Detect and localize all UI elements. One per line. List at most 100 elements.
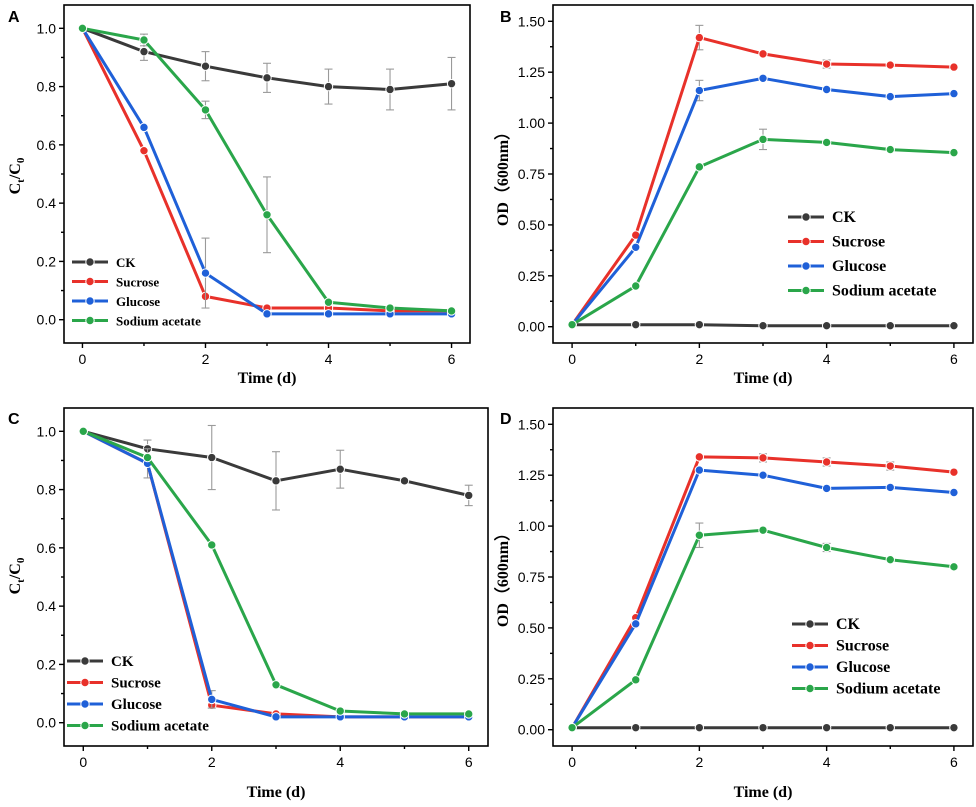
x-tick-label: 4 (336, 754, 344, 770)
data-point-sucrose (885, 60, 895, 70)
data-point-glucose (694, 85, 705, 96)
x-axis-label: Time (d) (734, 370, 793, 387)
y-tick-label: 0.75 (518, 166, 545, 182)
legend-marker-sodium-acetate (801, 285, 811, 296)
data-point-ck (323, 81, 334, 92)
legend-marker-sodium-acetate (80, 720, 90, 731)
data-point-ck (885, 722, 895, 733)
legend-marker-ck (80, 656, 90, 666)
y-tick-label: 0.8 (37, 482, 57, 498)
y-axis-label: Ct/C0 (7, 157, 27, 194)
y-tick-label: 0.2 (37, 656, 57, 672)
legend-label-glucose: Glucose (111, 697, 162, 713)
data-point-ck (631, 722, 641, 733)
data-point-sodium-acetate (139, 35, 149, 45)
legend: CK Sucrose Glucose Sodium acetate (72, 255, 201, 329)
data-point-sodium-acetate (335, 706, 345, 716)
data-point-sodium-acetate (207, 540, 217, 550)
y-tick-label: 0.0 (37, 312, 57, 328)
y-tick-label: 0.4 (37, 195, 57, 211)
chart-panel-c: C 0 2 4 6 0.0 0.2 0.4 0.6 0.8 1.0 Time (d) Ct/C0 CK Su… (7, 407, 489, 801)
data-point-ck (885, 320, 895, 331)
data-point-sodium-acetate (694, 162, 705, 172)
chart-panel-d: D 0 2 4 6 0.00 0.25 0.50 0.75 1.00 1.25 1.50 Time (d… (494, 407, 974, 801)
series-sodium-acetate (567, 522, 959, 733)
legend-marker-sucrose (801, 236, 811, 247)
data-point-glucose (758, 73, 768, 84)
data-point-sodium-acetate (885, 144, 895, 155)
data-point-sodium-acetate (758, 525, 768, 535)
data-point-glucose (631, 619, 641, 629)
y-tick-label: 1.50 (518, 13, 545, 29)
chart-panel-a: A 0 2 4 6 0.0 0.2 0.4 0.6 0.8 1.0 Time (d) Ct/C0 CK Su… (7, 4, 471, 387)
data-point-ck (694, 722, 705, 733)
y-tick-label: 0.2 (37, 253, 57, 269)
y-axis-label: OD（600nm） (494, 124, 512, 226)
data-point-sodium-acetate (885, 554, 895, 565)
data-point-glucose (758, 470, 768, 480)
x-tick-label: 6 (448, 351, 456, 367)
data-point-ck (949, 320, 959, 331)
y-tick-label: 0.0 (37, 715, 57, 731)
data-point-sucrose (758, 49, 768, 59)
y-tick-label: 0.4 (37, 598, 57, 614)
panel-letter: B (500, 9, 512, 26)
legend-label-ck: CK (832, 209, 857, 226)
x-tick-label: 6 (950, 754, 958, 770)
data-point-glucose (271, 712, 281, 722)
data-point-ck (271, 476, 281, 486)
legend-label-ck: CK (116, 255, 136, 270)
data-point-sodium-acetate (385, 303, 395, 313)
data-point-ck (631, 319, 641, 330)
y-tick-label: 0.75 (518, 569, 545, 585)
series-ck (567, 319, 959, 331)
legend-label-sodium-acetate: Sodium acetate (832, 283, 936, 300)
data-point-glucose (262, 309, 272, 319)
data-point-glucose (207, 694, 217, 705)
data-point-ck (335, 464, 345, 474)
data-point-sodium-acetate (567, 722, 577, 733)
data-point-sodium-acetate (694, 530, 705, 540)
data-point-sucrose (949, 467, 959, 477)
x-tick-label: 2 (202, 351, 210, 367)
data-point-sodium-acetate (631, 675, 641, 685)
y-tick-label: 0.8 (37, 79, 57, 95)
data-point-glucose (200, 268, 211, 278)
legend-label-sucrose: Sucrose (111, 676, 161, 692)
data-point-sodium-acetate (200, 105, 211, 115)
legend: CK Sucrose Glucose Sodium acetate (67, 654, 209, 735)
x-tick-label: 0 (568, 754, 576, 770)
x-tick-label: 4 (823, 351, 831, 367)
x-tick-label: 0 (79, 754, 87, 770)
y-tick-label: 1.0 (37, 423, 57, 439)
y-tick-label: 1.50 (518, 416, 545, 432)
legend-label-sucrose: Sucrose (116, 275, 159, 290)
y-axis-label: Ct/C0 (7, 557, 27, 594)
data-point-sodium-acetate (758, 134, 768, 145)
plot-frame (63, 4, 471, 344)
data-point-ck (446, 78, 457, 89)
x-tick-label: 4 (823, 754, 831, 770)
legend-marker-glucose (85, 296, 95, 306)
data-point-ck (139, 46, 149, 57)
series-sodium-acetate (78, 426, 474, 719)
data-point-sucrose (885, 461, 895, 471)
x-tick-label: 6 (950, 351, 958, 367)
data-point-ck (262, 73, 272, 83)
data-point-ck (200, 61, 211, 71)
x-axis-label: Time (d) (238, 370, 297, 387)
data-point-sodium-acetate (78, 426, 88, 437)
y-tick-label: 0.00 (518, 319, 545, 335)
x-tick-label: 2 (208, 754, 216, 770)
data-point-glucose (949, 487, 959, 498)
x-tick-label: 0 (568, 351, 576, 367)
data-point-ck (758, 320, 768, 331)
data-point-sodium-acetate (949, 147, 959, 158)
data-point-sodium-acetate (821, 542, 832, 553)
data-point-ck (821, 722, 832, 733)
data-point-glucose (694, 465, 705, 475)
y-tick-label: 1.0 (37, 20, 57, 36)
data-point-ck (464, 490, 474, 501)
data-point-sodium-acetate (949, 562, 959, 572)
data-point-sodium-acetate (323, 297, 334, 307)
